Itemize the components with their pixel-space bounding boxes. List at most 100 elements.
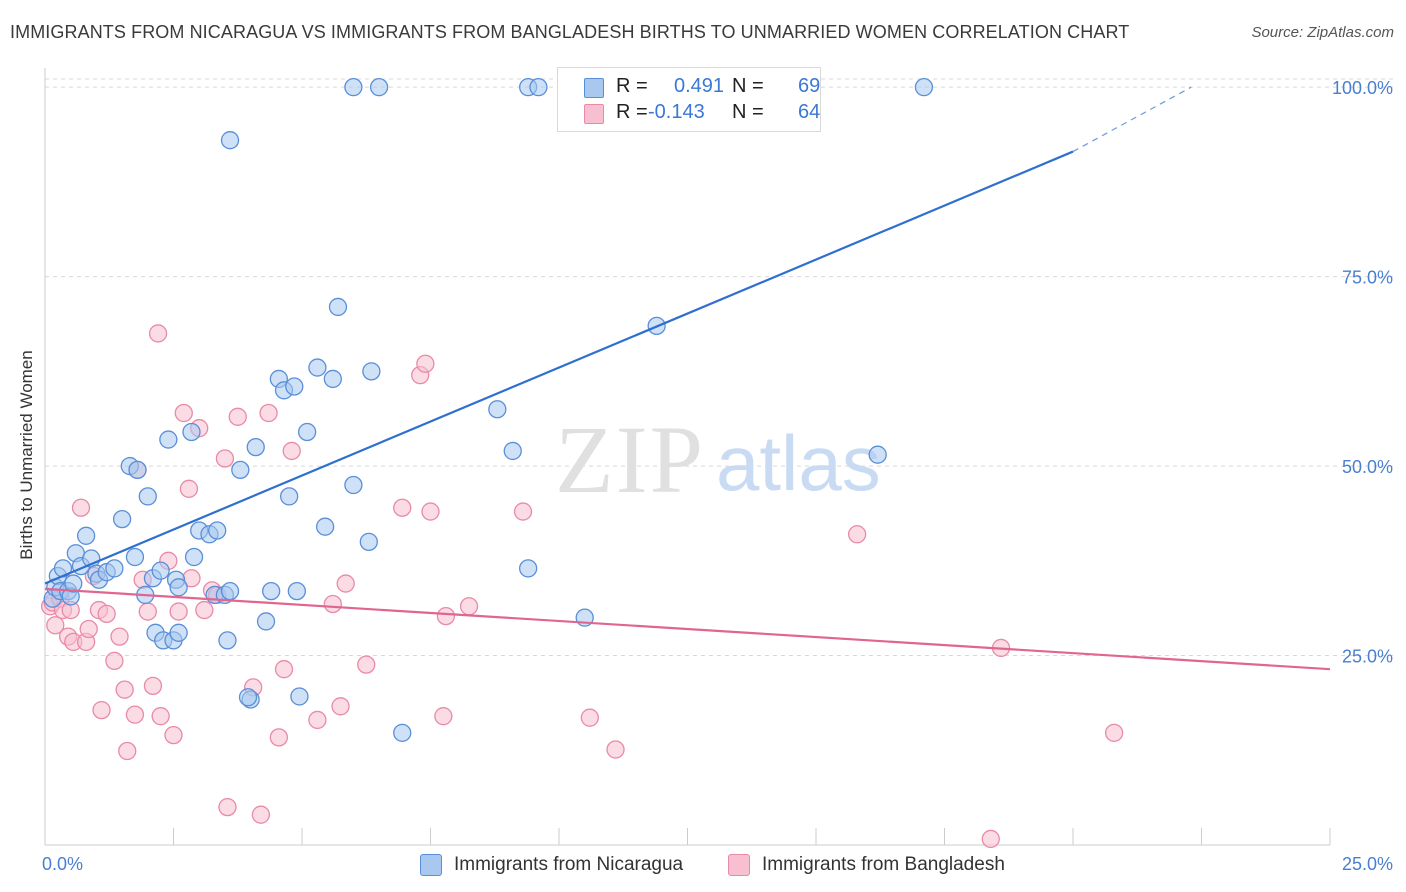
bangladesh-point xyxy=(179,479,199,498)
bottom-legend-label-nicaragua: Immigrants from Nicaragua xyxy=(454,854,684,875)
nicaragua-point xyxy=(138,487,157,506)
bangladesh-point xyxy=(138,602,157,621)
bangladesh-point xyxy=(125,705,145,724)
bottom-legend-swatch-nicaragua xyxy=(420,854,442,876)
bangladesh-point xyxy=(1104,723,1124,742)
bangladesh-point xyxy=(148,324,168,343)
legend-r-label: R = xyxy=(616,75,648,97)
nicaragua-point xyxy=(128,460,147,480)
bangladesh-point xyxy=(421,502,440,521)
legend-n-value: 64 xyxy=(798,101,821,123)
bangladesh-point xyxy=(92,700,111,720)
nicaragua-point xyxy=(529,78,548,97)
nicaragua-point xyxy=(308,358,327,377)
nicaragua-point xyxy=(208,521,227,540)
bangladesh-point xyxy=(151,707,170,726)
bangladesh-point xyxy=(459,597,479,616)
nicaragua-point xyxy=(488,400,507,419)
bangladesh-point xyxy=(259,403,278,423)
nicaragua-point xyxy=(169,623,188,642)
bottom-legend-label-bangladesh: Immigrants from Bangladesh xyxy=(762,854,1005,875)
nicaragua-point xyxy=(328,297,348,317)
nicaragua-point xyxy=(868,445,887,464)
bangladesh-point xyxy=(308,710,327,730)
bangladesh-point xyxy=(282,441,301,461)
axes xyxy=(44,68,1331,846)
nicaragua-point xyxy=(519,559,538,578)
x-tick-label-end: 25.0% xyxy=(1342,854,1393,874)
nicaragua-point xyxy=(112,509,132,529)
nicaragua-point xyxy=(290,687,309,706)
correlation-legend: R = 0.491 N = 69 R = -0.143 N = 64 xyxy=(557,67,821,132)
nicaragua-point xyxy=(503,441,522,461)
nicaragua-trend-line xyxy=(44,150,1074,585)
legend-r-value: 0.491 xyxy=(674,75,725,97)
bangladesh-point xyxy=(118,741,137,761)
bangladesh-point xyxy=(115,680,134,699)
bottom-legend-swatch-bangladesh xyxy=(728,854,750,876)
bangladesh-point xyxy=(323,594,342,614)
nicaragua-point xyxy=(344,475,363,495)
grid-lines xyxy=(45,78,1395,657)
nicaragua-point xyxy=(344,78,363,97)
source-label: Source: ZipAtlas.com xyxy=(1251,24,1394,41)
nicaragua-point xyxy=(159,430,178,449)
bangladesh-point xyxy=(274,660,294,679)
nicaragua-point xyxy=(262,581,281,601)
bangladesh-point xyxy=(218,797,237,817)
bangladesh-point xyxy=(174,403,193,423)
bangladesh-point xyxy=(228,407,247,426)
bangladesh-point xyxy=(164,725,183,745)
bangladesh-point xyxy=(215,449,235,468)
y-tick-label: 50.0% xyxy=(1342,457,1393,477)
legend-r-label: R = xyxy=(616,101,648,123)
nicaragua-point xyxy=(169,578,188,597)
bangladesh-point xyxy=(416,354,435,373)
bangladesh-point xyxy=(169,602,188,621)
y-tick-label: 75.0% xyxy=(1342,268,1393,288)
bangladesh-point xyxy=(847,525,867,544)
nicaragua-point xyxy=(151,561,170,580)
nicaragua-point xyxy=(105,559,124,578)
nicaragua-point xyxy=(231,460,250,480)
nicaragua-point xyxy=(220,131,240,150)
bangladesh-point xyxy=(71,498,91,517)
bangladesh-trend-line xyxy=(44,587,1331,671)
bangladesh-point xyxy=(580,708,599,727)
nicaragua-point xyxy=(323,369,342,389)
legend-n-label: N = xyxy=(732,101,764,123)
bangladesh-point xyxy=(97,604,116,624)
nicaragua-point xyxy=(182,422,201,442)
bangladesh-point xyxy=(251,805,271,824)
nicaragua-point xyxy=(315,517,335,536)
legend-n-value: 69 xyxy=(798,75,821,97)
watermark-atlas: atlas xyxy=(716,419,881,507)
nicaragua-point xyxy=(297,422,317,442)
bangladesh-point xyxy=(393,498,412,517)
nicaragua-point xyxy=(279,487,299,506)
series-bangladesh-points xyxy=(40,324,1124,849)
nicaragua-point xyxy=(238,688,258,707)
nicaragua-point xyxy=(256,612,276,631)
nicaragua-point xyxy=(125,547,145,567)
bangladesh-point xyxy=(606,740,625,759)
bangladesh-point xyxy=(46,616,65,635)
legend-swatch-bangladesh xyxy=(584,104,604,124)
x-tick-label-start: 0.0% xyxy=(42,854,83,874)
watermark: ZIP atlas xyxy=(555,406,881,513)
bangladesh-point xyxy=(336,574,355,593)
chart-title: IMMIGRANTS FROM NICARAGUA VS IMMIGRANTS … xyxy=(10,22,1130,42)
nicaragua-point xyxy=(914,78,934,97)
nicaragua-point xyxy=(184,547,204,567)
y-axis-title: Births to Unmarried Women xyxy=(17,350,36,559)
nicaragua-point xyxy=(218,631,237,650)
nicaragua-point xyxy=(285,377,304,396)
bangladesh-point xyxy=(110,627,129,646)
y-tick-label: 25.0% xyxy=(1342,647,1393,667)
bangladesh-point xyxy=(981,829,1000,849)
legend-n-label: N = xyxy=(732,75,764,97)
bangladesh-point xyxy=(79,619,98,639)
series-nicaragua-points xyxy=(43,78,934,742)
bangladesh-point xyxy=(195,600,214,620)
